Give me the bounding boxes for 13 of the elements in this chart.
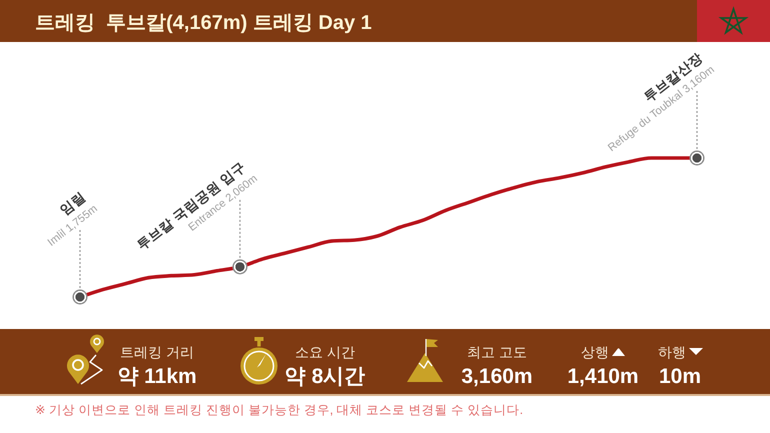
text: 1,410m xyxy=(567,365,639,388)
text: 소요 시간 xyxy=(295,344,355,360)
text: 3,160m xyxy=(461,365,533,388)
text: Imlil xyxy=(46,227,68,249)
text: ※ 기상 이변으로 인해 트레킹 진행이 불가능한 경우, 대체 코스로 변경될 수 있습니다. xyxy=(35,403,524,417)
text: 트레킹 거리 xyxy=(120,344,194,360)
text: 약 8시간 xyxy=(284,365,366,388)
text: 10m xyxy=(658,365,702,388)
text: 상행 xyxy=(581,344,609,360)
chart-title: 트레킹 투브칼(4,167m) 트레킹 Day 1 xyxy=(35,12,372,34)
text: 하행 xyxy=(658,344,686,360)
text: 최고 고도 xyxy=(467,344,527,360)
text: 약 11km xyxy=(117,365,197,388)
